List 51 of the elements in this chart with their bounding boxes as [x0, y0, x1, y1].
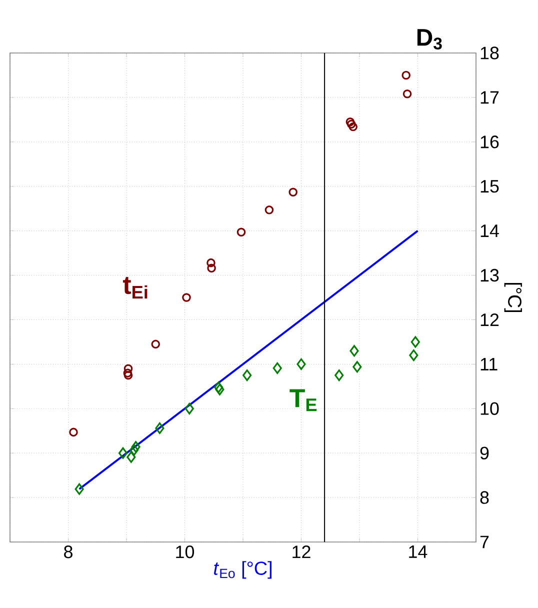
- point: [130, 444, 139, 456]
- point: [334, 370, 344, 382]
- point: [155, 422, 164, 434]
- y-tick-label: 14: [480, 224, 499, 237]
- y-tick-label: 15: [480, 180, 499, 193]
- point: [288, 188, 298, 197]
- x-axis-title: t$_{Eo}$ [°C]: [214, 561, 272, 579]
- y-tick-label: 12: [480, 313, 499, 326]
- point: [206, 258, 216, 268]
- chart-title: D$_{3}$: [417, 29, 442, 50]
- y-tick-label: 16: [480, 136, 499, 148]
- point: [184, 402, 194, 414]
- point: [131, 441, 140, 453]
- point: [124, 364, 133, 374]
- y-tick-label: 7: [480, 536, 489, 548]
- y-tick-label: 10: [480, 402, 499, 415]
- series-label: t$_{Ei}$: [123, 276, 148, 298]
- point: [346, 120, 356, 129]
- y-axis-title: [°C]: [504, 282, 522, 312]
- point: [402, 90, 412, 98]
- point: [69, 428, 78, 437]
- point: [126, 451, 136, 463]
- point: [264, 206, 274, 214]
- point: [74, 483, 84, 495]
- y-tick-label: 8: [480, 491, 489, 504]
- point: [123, 368, 132, 378]
- series-label: T$_{E}$: [290, 389, 317, 412]
- y-tick-label: 9: [480, 446, 489, 460]
- point: [348, 122, 358, 132]
- x-tick-label: 12: [292, 546, 310, 558]
- point: [151, 340, 160, 349]
- point: [296, 358, 306, 370]
- x-tick-label: 10: [176, 546, 194, 558]
- x-tick-label: 8: [64, 546, 72, 558]
- point: [124, 370, 133, 380]
- y-tick-label: 11: [480, 358, 498, 370]
- point: [118, 447, 128, 459]
- point: [272, 362, 282, 374]
- y-tick-label: 13: [480, 268, 499, 282]
- point: [236, 228, 246, 237]
- point: [182, 293, 191, 302]
- point: [207, 264, 216, 273]
- point: [409, 350, 418, 362]
- x-tick-label: 14: [409, 546, 428, 558]
- point: [402, 70, 410, 80]
- point: [242, 370, 252, 382]
- point: [352, 361, 362, 373]
- point: [410, 336, 420, 348]
- y-tick-label: 18: [480, 46, 499, 60]
- point: [350, 345, 359, 357]
- y-tick-label: 17: [480, 91, 499, 104]
